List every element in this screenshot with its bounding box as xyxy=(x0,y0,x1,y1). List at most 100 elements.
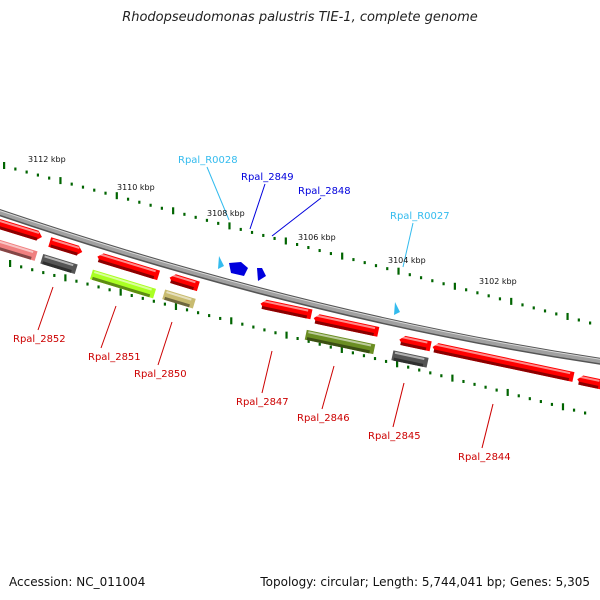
major-tick xyxy=(451,374,454,382)
gene-label[interactable]: Rpal_2848 xyxy=(298,186,351,197)
major-tick xyxy=(9,260,12,267)
minor-tick xyxy=(273,236,276,240)
gene-bar-rpal-2853 xyxy=(0,218,42,241)
gene-label[interactable]: Rpal_2846 xyxy=(297,413,350,424)
minor-tick xyxy=(239,227,242,231)
minor-tick xyxy=(48,176,51,180)
gene-label[interactable]: Rpal_2850 xyxy=(134,369,187,380)
minor-tick xyxy=(86,282,89,286)
minor-tick xyxy=(307,246,310,250)
major-tick xyxy=(285,331,288,339)
leader-line xyxy=(37,286,54,331)
leader-line xyxy=(157,321,173,366)
minor-tick xyxy=(352,258,355,262)
gene-label[interactable]: Rpal_R0027 xyxy=(390,211,450,222)
major-tick xyxy=(284,237,287,245)
gene-features xyxy=(0,218,600,390)
minor-tick xyxy=(25,170,28,174)
trna-marker-rpal-r0028 xyxy=(218,256,224,269)
major-tick xyxy=(396,360,399,368)
minor-tick xyxy=(81,185,85,189)
major-tick xyxy=(115,192,118,200)
minor-tick xyxy=(250,230,254,234)
minor-tick xyxy=(185,308,189,312)
tick-label: 3112 kbp xyxy=(28,155,66,164)
outer-tick-track xyxy=(3,162,592,325)
minor-tick xyxy=(152,299,155,303)
tick-label: 3106 kbp xyxy=(298,233,336,242)
gene-bar-pseudo-2 xyxy=(391,350,429,368)
major-tick xyxy=(566,312,569,320)
major-tick xyxy=(340,345,343,353)
minor-tick xyxy=(141,296,144,300)
minor-tick xyxy=(429,371,432,375)
leader-line xyxy=(321,365,335,410)
gene-label[interactable]: Rpal_2852 xyxy=(13,334,66,345)
gene-bar-rpal-2844 xyxy=(432,343,575,382)
minor-tick xyxy=(183,212,186,216)
gene-bar-rpal-2851b xyxy=(97,253,161,281)
minor-tick xyxy=(384,359,388,363)
minor-tick xyxy=(351,351,354,355)
genome-backbone xyxy=(0,208,600,365)
gene-bar-rpal-2843 xyxy=(577,375,600,390)
major-tick xyxy=(510,297,513,305)
gene-bar-rpal-2852 xyxy=(0,239,38,261)
minor-tick xyxy=(97,285,100,289)
gene-marker-rpal-2849 xyxy=(229,262,248,276)
leader-line xyxy=(392,382,405,428)
leader-line xyxy=(481,403,494,449)
minor-tick xyxy=(584,411,587,415)
minor-tick xyxy=(550,402,554,406)
major-tick xyxy=(3,162,6,169)
leader-line xyxy=(261,350,273,394)
minor-tick xyxy=(473,382,476,386)
minor-tick xyxy=(407,365,410,369)
gene-bar-rpal-2850 xyxy=(162,289,196,309)
minor-tick xyxy=(108,288,111,292)
minor-tick xyxy=(555,312,558,316)
tick-labels: 3112 kbp 3110 kbp 3108 kbp 3106 kbp 3104 kbp… xyxy=(28,155,517,286)
minor-tick xyxy=(419,276,423,280)
minor-tick xyxy=(163,302,167,306)
gene-label[interactable]: Rpal_2844 xyxy=(458,452,511,463)
minor-tick xyxy=(263,328,266,332)
major-tick xyxy=(230,317,233,325)
leader-line xyxy=(249,183,266,230)
minor-tick xyxy=(539,400,542,404)
minor-tick xyxy=(572,408,576,412)
gene-label[interactable]: Rpal_2851 xyxy=(88,352,141,363)
gene-label[interactable]: Rpal_2845 xyxy=(368,431,421,442)
leader-line xyxy=(100,305,117,349)
tick-label: 3104 kbp xyxy=(388,256,426,265)
minor-tick xyxy=(31,268,34,272)
minor-tick xyxy=(196,311,200,315)
minor-tick xyxy=(528,397,531,401)
minor-tick xyxy=(70,182,73,186)
minor-tick xyxy=(194,215,197,219)
minor-tick xyxy=(36,173,40,177)
minor-tick xyxy=(329,252,333,256)
gene-label[interactable]: Rpal_R0028 xyxy=(178,155,238,166)
gene-label[interactable]: Rpal_2847 xyxy=(236,397,289,408)
minor-tick xyxy=(465,288,468,292)
minor-tick xyxy=(408,273,411,277)
minor-tick xyxy=(543,309,547,313)
minor-tick xyxy=(274,331,277,335)
major-tick xyxy=(506,388,509,396)
gene-bar-rpal-2847b xyxy=(313,314,380,337)
label-leader-lines xyxy=(37,166,494,449)
major-tick xyxy=(341,252,344,260)
minor-tick xyxy=(495,388,498,392)
major-tick xyxy=(172,207,175,215)
minor-tick xyxy=(252,325,255,329)
minor-tick xyxy=(431,279,434,283)
trna-marker-rpal-r0027 xyxy=(394,302,400,315)
gene-bar-pseudo-1 xyxy=(40,253,78,275)
minor-tick xyxy=(42,271,45,275)
tick-label: 3102 kbp xyxy=(479,277,517,286)
minor-tick xyxy=(160,206,163,210)
gene-label[interactable]: Rpal_2849 xyxy=(241,172,294,183)
minor-tick xyxy=(241,322,244,326)
